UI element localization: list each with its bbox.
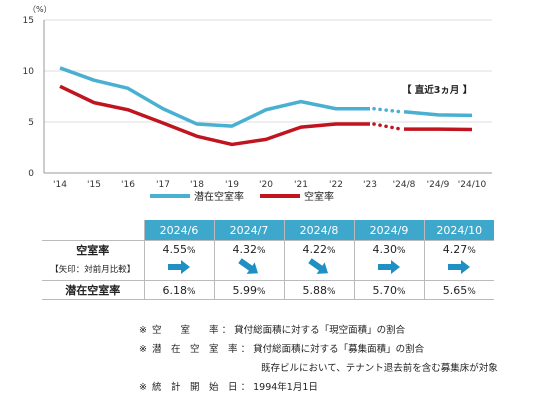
x-tick-label: '17: [156, 180, 170, 190]
y-tick-label: 0: [28, 169, 34, 179]
trend-arrow-shape: [308, 258, 329, 274]
footnote-line: 既存ビルにおいて、テナント退去前を含む募集床が対象: [261, 363, 498, 374]
vacancy-value: 4.27%: [423, 240, 494, 258]
series-connector: [372, 106, 403, 114]
x-tick-label: '16: [121, 180, 135, 190]
legend-label: 潜在空室率: [194, 190, 244, 203]
x-tick-label: '24/8: [393, 180, 416, 190]
x-tick-label: '22: [329, 180, 343, 190]
footnotes: ※ 空 室 率 ： 貸付総面積に対する「現空面積」の割合 ※ 潜 在 空 室 率…: [139, 321, 498, 397]
month-header: 2024/7: [213, 220, 284, 241]
month-header: 2024/10: [423, 220, 494, 241]
latent-value: 6.18%: [143, 280, 214, 300]
trend-arrow-cell: [213, 258, 284, 281]
trend-arrow-cell: [283, 258, 354, 281]
latent-vacancy-row: 潜在空室率 6.18% 5.99% 5.88% 5.70% 5.65%: [42, 280, 494, 300]
table-header-row: 2024/6 2024/7 2024/8 2024/9 2024/10: [42, 220, 494, 241]
footnote-line: ※ 統 計 開 始 日 ： 1994年1月1日: [139, 382, 318, 393]
series-line: [59, 84, 370, 147]
vacancy-value: 4.55%: [143, 240, 214, 258]
vacancy-row: 空室率 4.55% 4.32% 4.22% 4.30% 4.27%: [42, 240, 494, 258]
arrow-row: 【矢印：対前月比較】: [42, 258, 494, 281]
chart-series: [59, 66, 473, 147]
trend-arrow-icon: [238, 258, 259, 274]
vacancy-value: 4.22%: [283, 240, 354, 258]
latent-row-label: 潜在空室率: [42, 280, 144, 300]
recent-three-months-annotation: 【 直近3ヵ月 】: [402, 84, 472, 96]
vacancy-value: 4.32%: [213, 240, 284, 258]
vacancy-table: 2024/6 2024/7 2024/8 2024/9 2024/10 空室率 …: [42, 220, 494, 300]
y-tick-label: 10: [23, 67, 35, 77]
trend-arrow-icon: [168, 260, 190, 274]
latent-value: 5.88%: [283, 280, 354, 300]
x-tick-label: '23: [363, 180, 377, 190]
x-tick-label: '20: [259, 180, 273, 190]
x-tick-label: '14: [53, 180, 67, 190]
footnote-line: ※ 潜 在 空 室 率 ： 貸付総面積に対する「募集面積」の割合: [139, 344, 425, 355]
trend-arrow-shape: [378, 260, 400, 274]
trend-arrow-icon: [448, 260, 471, 274]
y-axis-unit: （%）: [28, 5, 52, 14]
series-connector: [372, 122, 403, 131]
legend-label: 空室率: [304, 190, 334, 203]
x-tick-label: '18: [190, 180, 204, 190]
x-axis: '14 '15 '16 '17 '18 '19 '20 '21 '22 '23 '24/8 '24/9…: [53, 180, 486, 190]
footnote-line: ※ 空 室 率 ： 貸付総面積に対する「現空面積」の割合: [139, 325, 406, 336]
trend-arrow-icon: [378, 260, 400, 274]
x-tick-label: '19: [225, 180, 239, 190]
y-tick-label: 15: [23, 16, 34, 26]
line-chart: 0 5 10 15 '14 '15 '16 '17 '18 '19 '20 '21 '22 '23 '24…: [23, 5, 492, 203]
y-axis: 0 5 10 15: [23, 16, 45, 179]
x-tick-label: '24/9: [427, 180, 450, 190]
vacancy-value: 4.30%: [353, 240, 424, 258]
chart-legend: 潜在空室率 空室率: [150, 190, 334, 203]
x-tick-label: '24/10: [458, 180, 487, 190]
latent-value: 5.65%: [423, 280, 494, 300]
series-recent-line: [403, 110, 473, 118]
y-tick-label: 5: [28, 118, 34, 128]
month-header: 2024/8: [283, 220, 354, 241]
trend-arrow-icon: [308, 258, 329, 274]
series-line: [59, 66, 370, 128]
chart-grid: [44, 19, 492, 174]
vacancy-row-label: 空室率: [42, 240, 144, 258]
trend-arrow-shape: [448, 260, 471, 274]
trend-arrow-shape: [238, 258, 259, 274]
trend-arrow-cell: [143, 258, 214, 281]
latent-value: 5.70%: [353, 280, 424, 300]
trend-arrow-shape: [168, 260, 190, 274]
table-corner: [42, 220, 144, 241]
month-header: 2024/6: [143, 220, 214, 241]
arrow-row-label: 【矢印：対前月比較】: [50, 265, 136, 275]
x-tick-label: '15: [87, 180, 101, 190]
month-header: 2024/9: [353, 220, 424, 241]
trend-arrow-cell: [423, 258, 494, 281]
x-tick-label: '21: [294, 180, 308, 190]
trend-arrow-cell: [353, 258, 424, 281]
latent-value: 5.99%: [213, 280, 284, 300]
